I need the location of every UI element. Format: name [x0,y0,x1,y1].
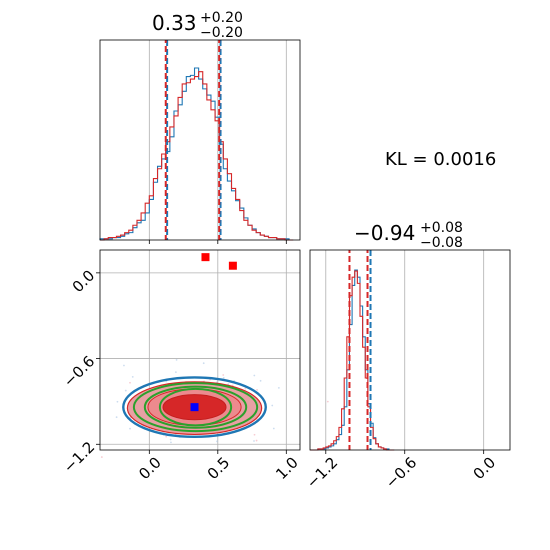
x-tick-label-param0: 0.5 [204,454,234,484]
param1-title: −0.94 +0.08 −0.08 [354,220,463,251]
scatter-point [272,427,275,430]
scatter-point [222,376,225,379]
scatter-point [202,362,205,365]
contour-green-1 [143,385,248,429]
param0-title-minus: −0.20 [200,25,243,41]
truth-marker-red-0 [201,253,210,262]
scatter-point [259,379,262,382]
scatter-point [244,387,247,390]
hist0-series-blue [99,67,294,241]
x-axis-param0-ticks: 0.0 0.5 1.0 [135,454,302,484]
truth-marker-red-1 [228,261,237,270]
scatter-point [129,381,131,384]
x-tick-label-param0: 0.0 [135,454,165,484]
contour-green-2 [158,387,233,427]
x-tick-label-param1: 0.0 [470,454,500,484]
scatter-point [115,416,118,419]
param0-title-plus: +0.20 [200,10,243,26]
y-tick-label-param1: −0.6 [60,352,98,390]
scatter-point [165,435,168,438]
scatter-point [124,389,127,392]
joint-density-panel [96,249,329,458]
param1-title-plus: +0.08 [420,220,463,236]
scatter-point [216,440,218,443]
scatter-point [131,375,134,378]
param1-title-minus: −0.08 [420,235,463,251]
scatter-point [222,374,225,376]
hist1-series-blue [310,269,395,451]
scatter-point [253,374,256,377]
scatter-point [253,440,255,442]
contour-green-0 [132,382,259,433]
x-tick-label-param1: −1.2 [303,454,341,492]
x-tick-label-param1: −0.6 [382,454,420,492]
scatter-point [100,456,103,458]
param0-title-value: 0.33 [152,11,197,35]
joint-frame [99,249,301,451]
scatter-point [174,371,177,374]
scatter-point [227,383,230,385]
y-tick-label-param1: 0.0 [69,266,99,296]
scatter-point [169,438,172,441]
hist1-frame [309,249,511,451]
hist0-series-red [100,71,294,241]
y-tick-label-param1: −1.2 [60,438,98,476]
param0-title: 0.33 +0.20 −0.20 [152,10,243,41]
scatter-point [175,358,178,361]
histogram-param1-panel [309,249,511,454]
y-axis-param1-ticks: 0.0 −0.6 −1.2 [60,266,98,476]
x-tick-label-param0: 1.0 [272,454,302,484]
hist1-series-red [310,270,395,451]
median-marker-blue [190,403,199,412]
scatter-point [116,400,119,403]
param1-title-value: −0.94 [354,221,415,245]
scatter-point [123,364,125,367]
scatter-point [326,400,329,403]
scatter-point [129,427,131,430]
scatter-point [271,404,274,407]
hist0-frame [99,39,301,241]
contour-blue-0 [122,376,267,439]
scatter-point [253,433,256,436]
scatter-point [255,439,258,442]
kl-annotation: KL = 0.0016 [385,149,496,170]
scatter-point [256,389,258,391]
scatter-point [277,387,280,389]
x-axis-param1-ticks: −1.2 −0.6 0.0 [303,454,499,492]
histogram-param0-panel [99,39,301,244]
scatter-point [170,441,172,444]
